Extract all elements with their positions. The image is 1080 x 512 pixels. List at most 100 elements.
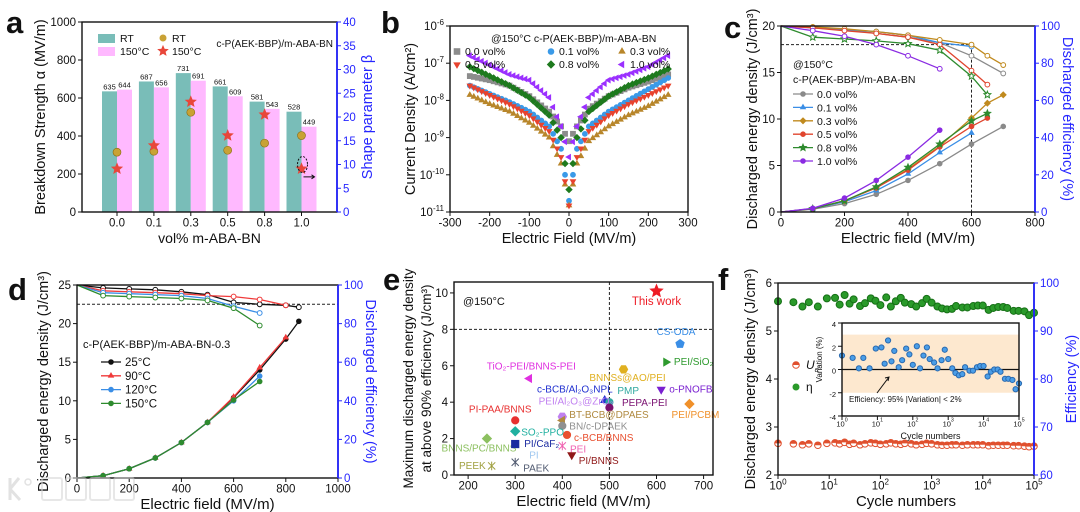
- efficiency-point: [936, 37, 943, 43]
- data-point: [625, 102, 632, 108]
- bar-rt: [102, 91, 117, 212]
- literature-point: PEI: [558, 441, 586, 455]
- data-point: [506, 107, 513, 114]
- data-point: [553, 146, 561, 153]
- point-label: c-BCB/Al₂O₃NPL: [537, 385, 613, 396]
- inset-annotation: Efficiency: 95% |Variation| < 2%: [849, 395, 962, 404]
- shape-parameter-point: [258, 108, 271, 120]
- variation-point: [909, 361, 916, 368]
- energy-point: [809, 205, 816, 212]
- data-point: [562, 171, 568, 178]
- variation-point: [1012, 386, 1019, 393]
- variation-point: [997, 368, 1004, 375]
- data-point: [585, 129, 593, 135]
- data-point: [558, 441, 567, 451]
- y-tick-label: 10-11: [420, 204, 444, 219]
- legend-marker: [453, 62, 461, 69]
- panel-label-a: a: [6, 5, 24, 40]
- variation-point: [920, 352, 927, 359]
- data-point: [570, 130, 576, 137]
- energy-density-point-fill: [901, 440, 909, 444]
- point-label: PEPA-PEI: [622, 398, 667, 409]
- panel-b: -300 -200 -100 0 100 200 300 10-11 10-10 10-9 10-8…: [403, 18, 698, 247]
- efficiency-point: [282, 302, 289, 309]
- data-point: [537, 104, 545, 112]
- chart-annotation: c-P(AEK-BBP)/m-ABA-BN: [793, 74, 916, 86]
- data-point: [636, 66, 643, 74]
- x-tick-label: 105: [1013, 418, 1024, 429]
- point-label: CS-ODA: [657, 327, 696, 338]
- point-label: PI/CaF₂: [524, 439, 559, 450]
- energy-line: [780, 112, 988, 213]
- x-tick-label: -100: [518, 218, 541, 230]
- energy-line: [76, 337, 287, 479]
- energy-density-point-fill: [805, 440, 813, 444]
- y2-tick-label: 0: [343, 207, 349, 219]
- data-point: [562, 130, 568, 137]
- point-label: PEEK: [459, 461, 486, 472]
- variation-point: [860, 354, 867, 361]
- efficiency-point: [876, 301, 885, 310]
- efficiency-point: [882, 293, 891, 302]
- y2-tick-label: 100: [1040, 278, 1059, 290]
- data-point: [529, 97, 538, 105]
- variation-point: [959, 371, 966, 378]
- x-tick-label: 600: [647, 481, 666, 493]
- data-point: [580, 103, 587, 111]
- legend-label: RT: [120, 33, 134, 45]
- panel-e: This work CS-ODA PEI/SiO₂ BNNSs@AO/PEI TiO₂-…: [401, 268, 719, 510]
- legend-marker-ud-fill: [792, 361, 800, 365]
- data-point: [541, 130, 549, 137]
- arrow-icon: [876, 376, 890, 394]
- y2-tick-label: 60: [1040, 470, 1053, 482]
- energy-density-point-fill: [861, 440, 869, 444]
- variation-point: [1009, 376, 1016, 384]
- energy-point: [905, 177, 911, 184]
- data-point: [493, 65, 500, 73]
- bar-150C: [227, 96, 243, 212]
- efficiency-point: [849, 295, 858, 304]
- data-point: [588, 90, 595, 98]
- data-point: [481, 59, 488, 67]
- panel-d: 0 200 400 600 800 10000510152025020406080100c…: [36, 271, 378, 512]
- data-point: [561, 138, 567, 146]
- efficiency-point: [936, 65, 943, 72]
- y2-tick-label: 80: [1041, 58, 1054, 70]
- efficiency-point: [871, 296, 880, 305]
- x-tick-label: 0.0: [109, 218, 125, 230]
- legend-label: 90°C: [125, 371, 151, 383]
- legend-label: 0.3 vol%: [630, 46, 670, 58]
- y2-tick-label: 5: [343, 183, 349, 195]
- energy-point: [968, 129, 975, 135]
- chart-annotation: c-P(AEK-BBP)/m-ABA-BN-0.3: [83, 339, 230, 351]
- bar-150C: [153, 87, 169, 212]
- energy-line: [76, 375, 261, 479]
- data-point: [569, 138, 575, 146]
- literature-point: PI/CaF₂: [511, 439, 559, 450]
- data-point: [549, 118, 557, 127]
- series-0-5-vol-: [780, 24, 991, 213]
- energy-point: [204, 419, 211, 426]
- x-tick-label: 104: [978, 418, 989, 429]
- variation-point: [969, 367, 977, 374]
- variation-point: [913, 343, 920, 350]
- x-tick-label: 103: [943, 418, 954, 429]
- x-tick-label: 700: [694, 481, 713, 493]
- data-point: [545, 94, 552, 101]
- data-point: [569, 179, 577, 186]
- efficiency-point: [905, 52, 911, 59]
- x-tick-label: 800: [1025, 218, 1044, 230]
- efficiency-point: [968, 41, 975, 48]
- y-tick-label: 5: [766, 326, 772, 338]
- bar-rt: [138, 81, 154, 212]
- x-tick-label: 0: [74, 484, 80, 496]
- data-point: [644, 93, 652, 99]
- data-point: [541, 125, 549, 132]
- data-point: [557, 155, 565, 161]
- y-tick-label: 800: [57, 55, 76, 67]
- energy-point: [841, 195, 848, 201]
- data-point: [589, 134, 597, 141]
- legend-marker: [547, 48, 555, 55]
- data-point: [541, 107, 549, 116]
- point-label: BT-BCB@DPAES: [569, 410, 649, 421]
